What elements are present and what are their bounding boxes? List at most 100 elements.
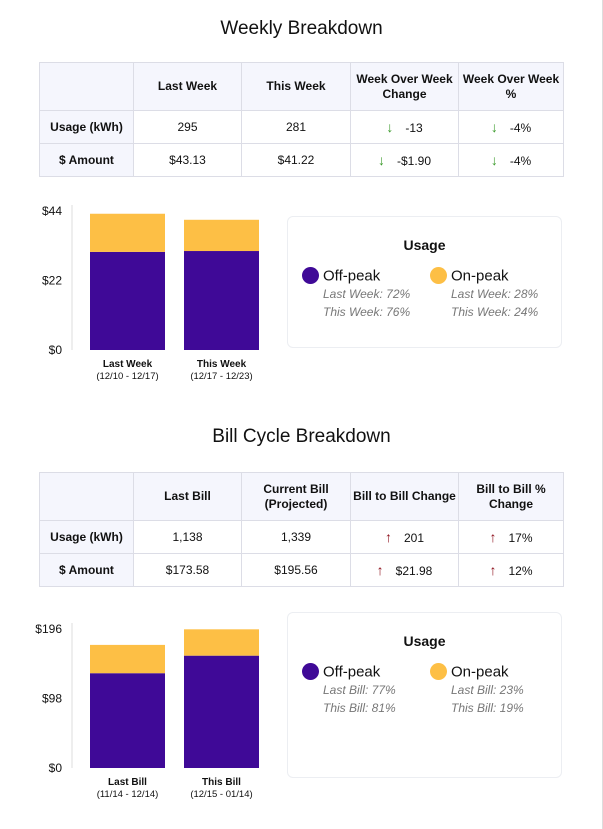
y-tick-label: $44	[42, 204, 62, 218]
row-label: Usage (kWh)	[39, 520, 134, 554]
legend-title: Usage	[403, 237, 446, 253]
change-cell: ↓ -13	[350, 110, 459, 144]
x-tick-label: Last Bill	[108, 777, 147, 788]
bar-onpeak	[184, 219, 259, 252]
column-header: This Week	[241, 62, 351, 111]
legend-label: On-peak	[451, 267, 509, 285]
row-label: $ Amount	[39, 143, 134, 177]
x-tick-sublabel: (12/17 - 12/23)	[190, 371, 252, 382]
bill-table: Last Bill Current Bill (Projected) Bill to…	[39, 472, 564, 587]
change-value: 201	[403, 531, 425, 545]
change-value: -13	[405, 121, 423, 135]
y-tick-label: $0	[49, 761, 63, 775]
table-header-row: Last Bill Current Bill (Projected) Bill to…	[39, 472, 564, 521]
column-header: Week Over Week %	[458, 62, 564, 111]
arrow-down-icon: ↓	[386, 119, 394, 135]
x-tick-sublabel: (12/10 - 12/17)	[96, 371, 158, 382]
onpeak-dot-icon	[430, 663, 447, 681]
x-tick-label: This Week	[197, 359, 247, 370]
table-row: Usage (kWh) 1,138 1,339 ↑ 201 ↑ 17%	[39, 520, 564, 554]
column-header: Bill to Bill Change	[350, 472, 459, 521]
legend-stat: Last Week: 72%	[323, 287, 411, 301]
bar-offpeak	[90, 673, 165, 768]
x-tick-label: This Bill	[202, 777, 241, 788]
cell-value: $173.58	[133, 553, 242, 587]
table-header-row: Last Week This Week Week Over Week Change W…	[39, 62, 564, 111]
arrow-up-icon: ↑	[376, 562, 384, 578]
x-tick-label: Last Week	[103, 359, 153, 370]
arrow-up-icon: ↑	[489, 529, 497, 545]
legend-onpeak: On-peak Last Week: 28% This Week: 24%	[430, 267, 560, 321]
cell-value: $195.56	[241, 553, 351, 587]
offpeak-dot-icon	[302, 267, 319, 285]
offpeak-dot-icon	[302, 663, 319, 681]
legend-offpeak: Off-peak Last Bill: 77% This Bill: 81%	[302, 663, 432, 717]
change-value: $21.98	[395, 564, 433, 578]
y-tick-label: $0	[49, 343, 63, 357]
legend-label: Off-peak	[323, 663, 381, 681]
cell-value: 1,138	[133, 520, 242, 554]
cell-value: $41.22	[241, 143, 351, 177]
legend-stat: This Week: 24%	[451, 305, 539, 319]
column-header: Week Over Week Change	[350, 62, 459, 111]
legend-label: On-peak	[451, 663, 509, 681]
weekly-title: Weekly Breakdown	[220, 18, 383, 39]
bill-title: Bill Cycle Breakdown	[212, 426, 391, 447]
x-tick-sublabel: (11/14 - 12/14)	[97, 789, 159, 800]
legend-stat: Last Week: 28%	[451, 287, 539, 301]
weekly-legend-card: Usage Off-peak Last Week: 72% This Week: 7…	[287, 216, 562, 348]
row-label: $ Amount	[39, 553, 134, 587]
y-tick-label: $98	[42, 692, 62, 706]
legend-stat: This Week: 76%	[323, 305, 411, 319]
pct-cell: ↑ 17%	[458, 520, 564, 554]
weekly-table: Last Week This Week Week Over Week Change W…	[39, 62, 564, 177]
pct-cell: ↑ 12%	[458, 553, 564, 587]
bill-chart: $0 $98 $196 Last Bill(11/14 - 12/14) This Bi…	[35, 622, 259, 800]
change-cell: ↑ 201	[350, 520, 459, 554]
legend-stat: Last Bill: 77%	[323, 683, 396, 697]
column-header	[39, 472, 134, 521]
y-tick-label: $22	[42, 274, 62, 288]
table-row: $ Amount $43.13 $41.22 ↓ -$1.90 ↓ -4%	[39, 143, 564, 177]
legend-stat: This Bill: 81%	[323, 701, 396, 715]
legend-offpeak: Off-peak Last Week: 72% This Week: 76%	[302, 267, 432, 321]
column-header: Last Bill	[133, 472, 242, 521]
column-header: Last Week	[133, 62, 242, 111]
column-header	[39, 62, 134, 111]
cell-value: 295	[133, 110, 242, 144]
arrow-down-icon: ↓	[490, 152, 498, 168]
bar-offpeak	[90, 251, 165, 350]
change-cell: ↑ $21.98	[350, 553, 459, 587]
bar-onpeak	[184, 629, 259, 656]
cell-value: 1,339	[241, 520, 351, 554]
pct-cell: ↓ -4%	[458, 110, 564, 144]
cell-value: 281	[241, 110, 351, 144]
x-tick-sublabel: (12/15 - 01/14)	[190, 789, 252, 800]
table-row: $ Amount $173.58 $195.56 ↑ $21.98 ↑ 12%	[39, 553, 564, 587]
pct-value: 12%	[508, 564, 533, 578]
column-header: Bill to Bill % Change	[458, 472, 564, 521]
legend-label: Off-peak	[323, 267, 381, 285]
arrow-down-icon: ↓	[377, 152, 385, 168]
arrow-up-icon: ↑	[384, 529, 392, 545]
change-cell: ↓ -$1.90	[350, 143, 459, 177]
column-header: Current Bill (Projected)	[241, 472, 351, 521]
bar-onpeak	[90, 644, 165, 674]
row-label: Usage (kWh)	[39, 110, 134, 144]
pct-value: 17%	[508, 531, 533, 545]
bill-legend-card: Usage Off-peak Last Bill: 77% This Bill: 8…	[287, 612, 562, 778]
pct-value: -4%	[509, 121, 532, 135]
table-row: Usage (kWh) 295 281 ↓ -13 ↓ -4%	[39, 110, 564, 144]
bar-offpeak	[184, 655, 259, 768]
pct-value: -4%	[509, 154, 532, 168]
onpeak-dot-icon	[430, 267, 447, 285]
weekly-chart: $0 $22 $44 Last Week(12/10 - 12/17) This Wee…	[42, 204, 259, 382]
pct-cell: ↓ -4%	[458, 143, 564, 177]
legend-stat: This Bill: 19%	[451, 701, 524, 715]
arrow-down-icon: ↓	[490, 119, 498, 135]
change-value: -$1.90	[396, 154, 432, 168]
legend-stat: Last Bill: 23%	[451, 683, 524, 697]
bar-onpeak	[90, 213, 165, 252]
legend-onpeak: On-peak Last Bill: 23% This Bill: 19%	[430, 663, 560, 717]
